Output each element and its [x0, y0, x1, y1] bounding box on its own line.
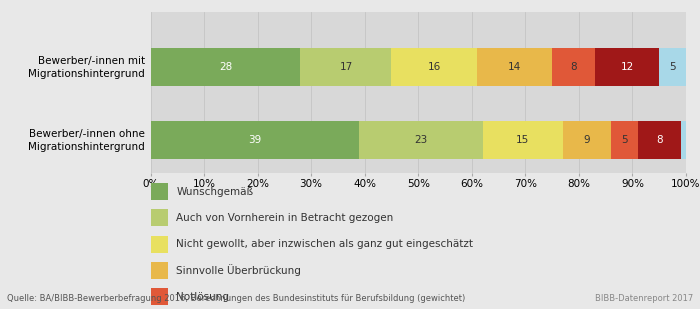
Text: 16: 16 — [428, 62, 441, 72]
Bar — [477, 48, 552, 86]
Text: 8: 8 — [570, 62, 577, 72]
Text: 39: 39 — [248, 135, 262, 145]
Bar — [552, 48, 595, 86]
Bar — [563, 121, 611, 159]
Bar — [150, 48, 300, 86]
Bar — [391, 48, 477, 86]
Bar — [359, 121, 482, 159]
Bar — [595, 48, 659, 86]
Bar — [482, 121, 563, 159]
Text: 5: 5 — [621, 135, 628, 145]
Text: 5: 5 — [669, 62, 676, 72]
Text: 15: 15 — [516, 135, 529, 145]
Text: Quelle: BA/BIBB-Bewerberbefragung 2016, Berechnungen des Bundesinstituts für Ber: Quelle: BA/BIBB-Bewerberbefragung 2016, … — [7, 294, 466, 303]
Text: 28: 28 — [219, 62, 232, 72]
Text: 9: 9 — [584, 135, 590, 145]
Bar — [150, 121, 359, 159]
Text: 8: 8 — [656, 135, 662, 145]
Text: 14: 14 — [508, 62, 522, 72]
Text: Notlösung: Notlösung — [176, 292, 230, 302]
Text: Auch von Vornherein in Betracht gezogen: Auch von Vornherein in Betracht gezogen — [176, 213, 393, 223]
Text: 23: 23 — [414, 135, 428, 145]
Bar — [300, 48, 391, 86]
Text: 17: 17 — [340, 62, 353, 72]
Text: Wunschgemäß: Wunschgemäß — [176, 187, 253, 197]
Text: 12: 12 — [620, 62, 634, 72]
Text: BIBB-Datenreport 2017: BIBB-Datenreport 2017 — [595, 294, 693, 303]
Bar — [680, 121, 692, 159]
Bar — [611, 121, 638, 159]
Text: Sinnvolle Überbrückung: Sinnvolle Überbrückung — [176, 265, 301, 276]
Text: Nicht gewollt, aber inzwischen als ganz gut eingeschätzt: Nicht gewollt, aber inzwischen als ganz … — [176, 239, 473, 249]
Bar — [638, 121, 680, 159]
Bar — [659, 48, 686, 86]
